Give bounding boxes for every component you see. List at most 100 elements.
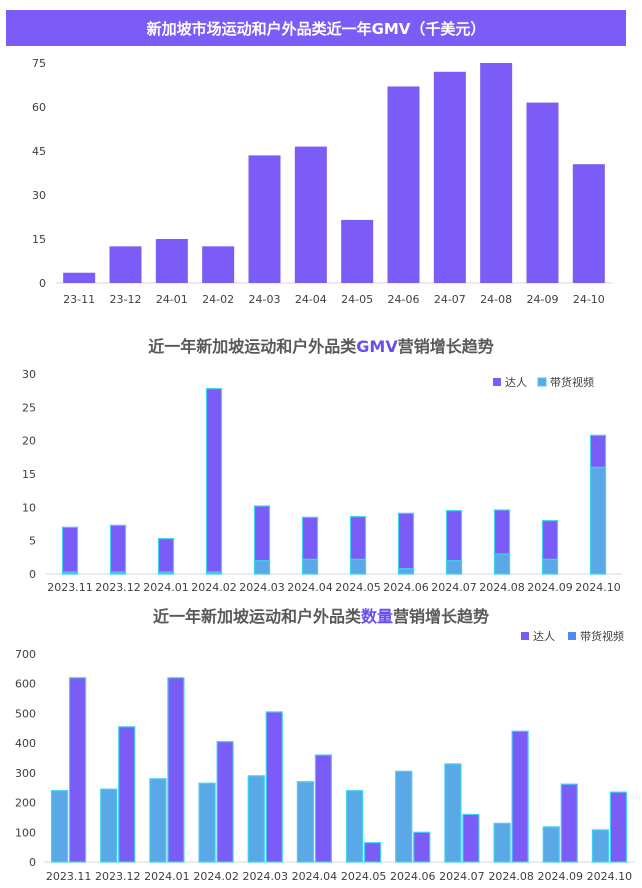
x-tick-label: 2024.01 <box>144 870 190 883</box>
stacked-bar-segment <box>541 520 559 560</box>
y-tick-label: 0 <box>39 277 46 290</box>
x-tick-label: 24-08 <box>480 293 512 306</box>
y-tick-label: 30 <box>22 368 36 381</box>
x-tick-label: 24-10 <box>573 293 605 306</box>
x-tick-label: 24-05 <box>341 293 373 306</box>
grouped-bar <box>560 783 578 863</box>
stacked-bar-segment <box>349 558 367 575</box>
legend-label: 达人 <box>505 376 527 389</box>
x-tick-label: 2024.02 <box>191 581 237 594</box>
y-tick-label: 700 <box>15 648 36 661</box>
grouped-bar <box>296 781 315 863</box>
x-tick-label: 2024.06 <box>390 870 436 883</box>
stacked-bar-segment <box>253 560 271 575</box>
grouped-bar <box>68 677 87 863</box>
stacked-bar-segment <box>253 505 271 562</box>
x-tick-label: 2023.11 <box>46 870 92 883</box>
x-tick-label: 2024.07 <box>439 870 485 883</box>
legend-label: 达人 <box>533 630 555 643</box>
legend-swatch-daren <box>493 378 501 386</box>
bar <box>109 246 142 283</box>
bar <box>341 219 374 283</box>
y-tick-label: 0 <box>29 856 36 869</box>
grouped-bar <box>395 770 413 863</box>
stacked-bar-segment <box>589 434 607 468</box>
x-tick-label: 24-07 <box>434 293 466 306</box>
bar <box>63 272 96 283</box>
stacked-bar-segment <box>493 509 511 555</box>
stacked-bar-segment <box>397 568 415 575</box>
bar <box>387 86 420 283</box>
grouped-bar <box>609 791 628 863</box>
bar <box>526 102 559 283</box>
x-tick-label: 2024.03 <box>239 581 285 594</box>
legend-swatch-daren <box>521 632 529 640</box>
legend-swatch-video <box>568 632 576 640</box>
grouped-bar <box>542 826 560 863</box>
x-tick-label: 2023.11 <box>47 581 93 594</box>
x-tick-label: 23-12 <box>110 293 142 306</box>
grouped-bar <box>198 782 216 863</box>
y-tick-label: 15 <box>32 233 46 246</box>
y-tick-label: 15 <box>22 468 36 481</box>
x-tick-label: 2024.02 <box>193 870 239 883</box>
x-tick-label: 2024.06 <box>383 581 429 594</box>
x-tick-label: 24-02 <box>202 293 234 306</box>
grouped-bar <box>247 775 265 863</box>
legend-swatch-video <box>537 377 547 387</box>
bar <box>433 71 466 283</box>
grouped-bar <box>216 741 234 863</box>
stacked-bar-segment <box>349 516 367 560</box>
y-tick-label: 200 <box>15 797 36 810</box>
stacked-bar-segment <box>493 553 511 575</box>
chart2-title: 近一年新加坡运动和户外品类GMV营销增长趋势 <box>148 337 494 356</box>
y-tick-label: 45 <box>32 145 46 158</box>
grouped-bar <box>511 730 529 863</box>
grouped-bar <box>314 754 333 863</box>
x-tick-label: 2024.08 <box>488 870 534 883</box>
x-tick-label: 2024.01 <box>143 581 189 594</box>
grouped-bar <box>363 842 382 863</box>
y-tick-label: 75 <box>32 57 46 70</box>
stacked-bar-segment <box>109 524 127 573</box>
grouped-bar <box>462 813 480 863</box>
x-tick-label: 2024.08 <box>479 581 525 594</box>
x-tick-label: 2024.05 <box>335 581 381 594</box>
grouped-bar <box>591 829 610 863</box>
legend-label: 带货视频 <box>580 630 624 643</box>
stacked-bar-segment <box>589 466 607 575</box>
bar <box>294 146 327 283</box>
grouped-bar <box>50 790 69 863</box>
x-tick-label: 2024.04 <box>292 870 338 883</box>
x-tick-label: 24-04 <box>295 293 327 306</box>
y-tick-label: 10 <box>22 501 36 514</box>
y-tick-label: 600 <box>15 678 36 691</box>
y-tick-label: 300 <box>15 767 36 780</box>
grouped-bar <box>444 763 462 863</box>
stacked-bar-segment <box>301 558 319 575</box>
bar <box>480 63 513 283</box>
y-tick-label: 30 <box>32 189 46 202</box>
bar <box>155 239 188 283</box>
stacked-bar-segment <box>157 538 175 573</box>
stacked-bar-segment <box>541 558 559 575</box>
stacked-bar-segment <box>445 510 463 562</box>
y-tick-label: 100 <box>15 826 36 839</box>
x-tick-label: 2024.09 <box>527 581 573 594</box>
grouped-bar <box>100 788 118 863</box>
grouped-bar <box>265 711 283 863</box>
x-tick-label: 23-11 <box>63 293 95 306</box>
x-tick-label: 2023.12 <box>95 581 141 594</box>
grouped-bar <box>149 778 167 863</box>
grouped-bar <box>345 790 364 863</box>
y-tick-label: 25 <box>22 401 36 414</box>
bar <box>248 155 281 283</box>
stacked-bar-segment <box>61 526 79 573</box>
x-tick-label: 2024.03 <box>243 870 289 883</box>
x-tick-label: 2023.12 <box>95 870 141 883</box>
x-tick-label: 2024.07 <box>431 581 477 594</box>
x-tick-label: 2024.10 <box>575 581 621 594</box>
chart3-title: 近一年新加坡运动和户外品类数量营销增长趋势 <box>152 607 490 626</box>
bar <box>572 164 605 283</box>
x-tick-label: 2024.10 <box>587 870 633 883</box>
